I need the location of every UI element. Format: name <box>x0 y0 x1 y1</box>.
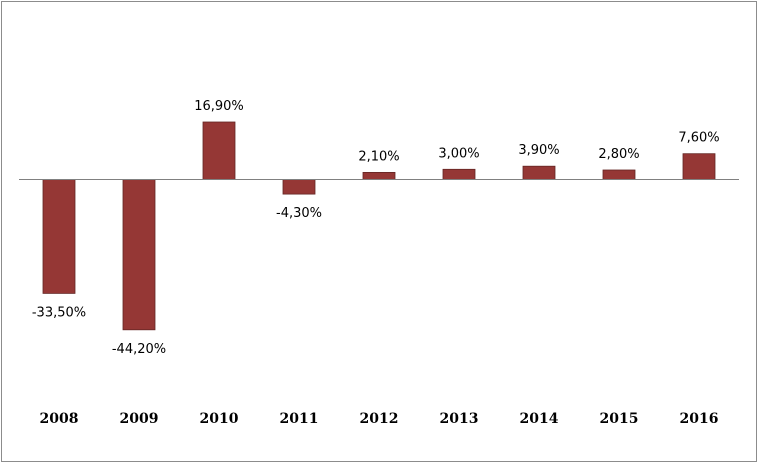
data-label-2013: 3,00% <box>438 146 479 161</box>
bar-2015 <box>602 169 636 180</box>
data-label-2009: -44,20% <box>112 342 166 357</box>
x-tick-label-2012: 2012 <box>360 411 399 427</box>
data-label-2016: 7,60% <box>678 131 719 146</box>
data-label-2012: 2,10% <box>358 149 399 164</box>
data-label-2010: 16,90% <box>194 99 244 114</box>
bar-2013 <box>442 168 476 180</box>
bar-2009 <box>122 179 156 331</box>
x-tick-label-2016: 2016 <box>680 411 719 427</box>
bar-2010 <box>202 121 236 180</box>
data-label-2011: -4,30% <box>276 206 322 221</box>
data-label-2008: -33,50% <box>32 305 86 320</box>
bar-2011 <box>282 179 316 195</box>
bar-2012 <box>362 171 396 180</box>
x-tick-label-2014: 2014 <box>520 411 559 427</box>
x-tick-label-2009: 2009 <box>120 411 159 427</box>
bar-2016 <box>682 153 716 180</box>
x-tick-label-2015: 2015 <box>600 411 639 427</box>
x-tick-labels-layer: 2008 2009 2010 2011 2012 2013 2014 2015 2016 <box>40 411 719 427</box>
x-tick-label-2013: 2013 <box>440 411 479 427</box>
bar-2014 <box>522 165 556 180</box>
x-tick-label-2011: 2011 <box>280 411 319 427</box>
x-tick-label-2008: 2008 <box>40 411 79 427</box>
bar-2008 <box>42 179 76 294</box>
data-label-2014: 3,90% <box>518 143 559 158</box>
x-tick-label-2010: 2010 <box>200 411 239 427</box>
data-labels-layer: -33,50% -44,20% 16,90% -4,30% 2,10% 3,00% 3,90… <box>32 99 720 357</box>
data-label-2015: 2,80% <box>598 147 639 162</box>
